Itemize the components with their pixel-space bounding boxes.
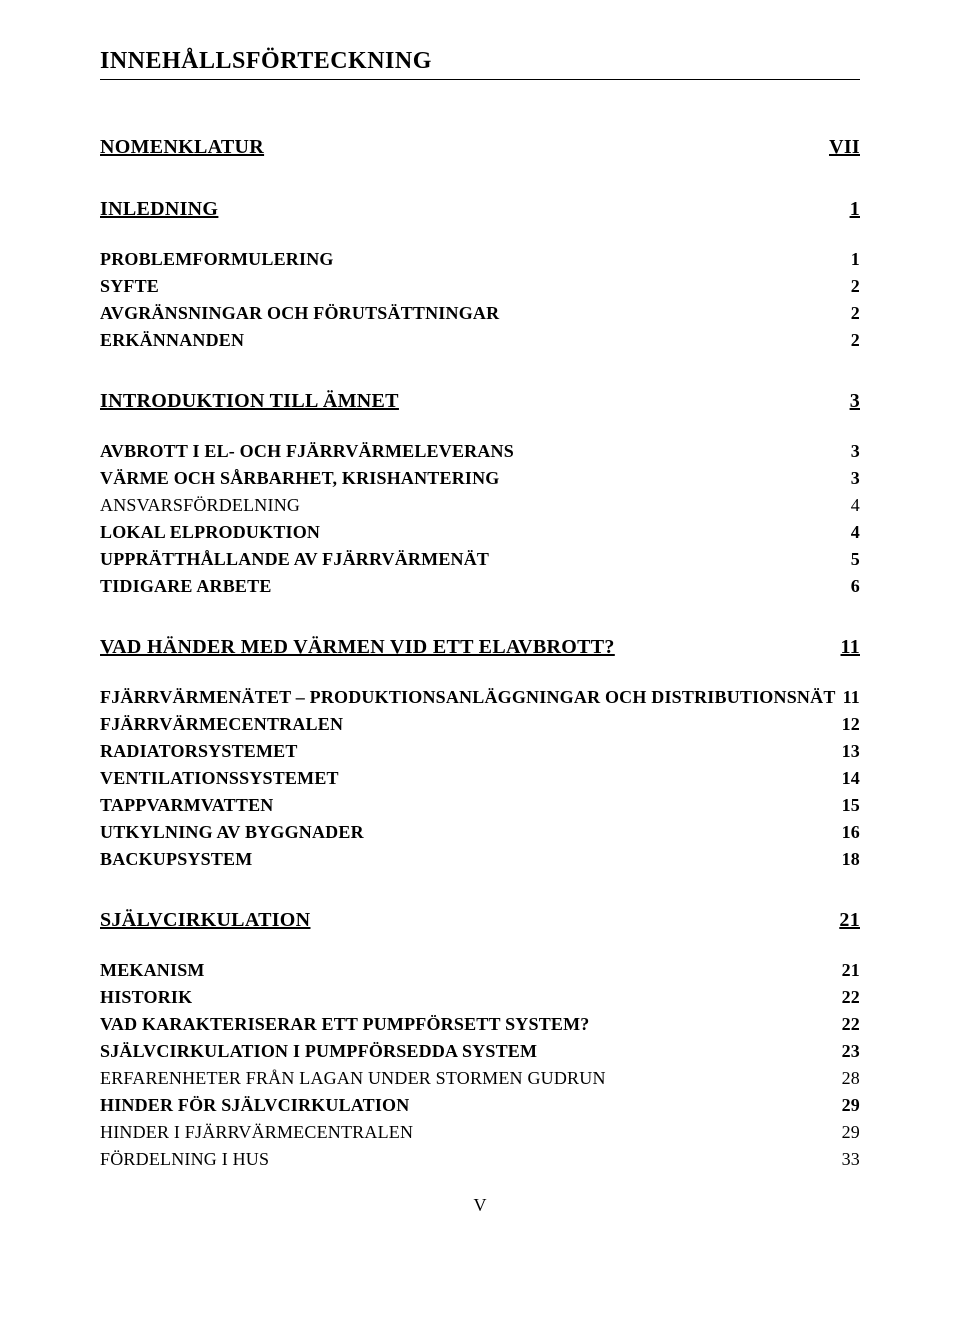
toc-label: ANSVARSFÖRDELNING	[100, 492, 300, 519]
toc-label: FJÄRRVÄRMECENTRALEN	[100, 711, 343, 738]
toc-page: 5	[851, 546, 860, 573]
toc-page: 29	[842, 1092, 860, 1119]
toc-page: 4	[851, 492, 860, 519]
toc-section-vad-hander[interactable]: VAD HÄNDER MED VÄRMEN VID ETT ELAVBROTT?…	[100, 632, 860, 662]
toc-sub-utkylning[interactable]: UTKYLNING AV BYGGNADER 16	[100, 819, 860, 846]
toc-sub-mekanism[interactable]: MEKANISM 21	[100, 957, 860, 984]
toc-label: HINDER FÖR SJÄLVCIRKULATION	[100, 1092, 409, 1119]
toc-page: 4	[851, 519, 860, 546]
toc-sub-hinder-central[interactable]: HINDER I FJÄRRVÄRMECENTRALEN 29	[100, 1119, 860, 1146]
toc-label: SJÄLVCIRKULATION I PUMPFÖRSEDDA SYSTEM	[100, 1038, 537, 1065]
toc-label: BACKUPSYSTEM	[100, 846, 252, 873]
toc-label: VENTILATIONSSYSTEMET	[100, 765, 339, 792]
toc-sub-erkannanden[interactable]: ERKÄNNANDEN 2	[100, 327, 860, 354]
toc-page: 11	[843, 684, 860, 711]
toc-sub-historik[interactable]: HISTORIK 22	[100, 984, 860, 1011]
toc-sub-fordelning[interactable]: FÖRDELNING I HUS 33	[100, 1146, 860, 1173]
toc-page: VII	[829, 132, 860, 162]
toc-section-introduktion[interactable]: INTRODUKTION TILL ÄMNET 3	[100, 386, 860, 416]
toc-label: HINDER I FJÄRRVÄRMECENTRALEN	[100, 1119, 413, 1146]
toc-label: FÖRDELNING I HUS	[100, 1146, 269, 1173]
toc-page: 23	[842, 1038, 860, 1065]
toc-page: 2	[851, 300, 860, 327]
toc-label: AVBROTT I EL- OCH FJÄRRVÄRMELEVERANS	[100, 438, 514, 465]
toc-page: 12	[842, 711, 860, 738]
toc-page: 6	[851, 573, 860, 600]
toc-sub-backupsystem[interactable]: BACKUPSYSTEM 18	[100, 846, 860, 873]
toc-sub-sjalvcirkulation-pump[interactable]: SJÄLVCIRKULATION I PUMPFÖRSEDDA SYSTEM 2…	[100, 1038, 860, 1065]
toc-label: ERKÄNNANDEN	[100, 327, 244, 354]
toc-page: 1	[850, 194, 860, 224]
toc-label: ERFARENHETER FRÅN LAGAN UNDER STORMEN GU…	[100, 1065, 606, 1092]
toc-label: TIDIGARE ARBETE	[100, 573, 272, 600]
toc-sub-syfte[interactable]: SYFTE 2	[100, 273, 860, 300]
page-number: V	[100, 1195, 860, 1216]
toc-label: NOMENKLATUR	[100, 132, 264, 162]
toc-sub-vad-karakteriserar[interactable]: VAD KARAKTERISERAR ETT PUMPFÖRSETT SYSTE…	[100, 1011, 860, 1038]
toc-label: AVGRÄNSNINGAR OCH FÖRUTSÄTTNINGAR	[100, 300, 499, 327]
toc-page: 11	[841, 632, 861, 662]
toc-sub-radiatorsystemet[interactable]: RADIATORSYSTEMET 13	[100, 738, 860, 765]
toc-label: LOKAL ELPRODUKTION	[100, 519, 320, 546]
toc-sub-problemformulering[interactable]: PROBLEMFORMULERING 1	[100, 246, 860, 273]
page-title: INNEHÅLLSFÖRTECKNING	[100, 48, 860, 80]
toc-sub-fjarrvarmenatet[interactable]: FJÄRRVÄRMENÄTET – PRODUKTIONSANLÄGGNINGA…	[100, 684, 860, 711]
toc-sub-hinder-sjalv[interactable]: HINDER FÖR SJÄLVCIRKULATION 29	[100, 1092, 860, 1119]
toc-page: 29	[842, 1119, 860, 1146]
toc-section-inledning[interactable]: INLEDNING 1	[100, 194, 860, 224]
toc-label: SJÄLVCIRKULATION	[100, 905, 310, 935]
toc-page: 22	[842, 1011, 860, 1038]
toc-page: 15	[842, 792, 860, 819]
toc-sub-ventilationssystemet[interactable]: VENTILATIONSSYSTEMET 14	[100, 765, 860, 792]
toc-page: 18	[842, 846, 860, 873]
toc-page: 2	[851, 273, 860, 300]
toc-page: 21	[839, 905, 860, 935]
toc-label: INLEDNING	[100, 194, 218, 224]
toc-sub-erfarenheter[interactable]: ERFARENHETER FRÅN LAGAN UNDER STORMEN GU…	[100, 1065, 860, 1092]
toc-label: UTKYLNING AV BYGGNADER	[100, 819, 364, 846]
toc-label: TAPPVARMVATTEN	[100, 792, 273, 819]
toc-sub-uppratthallande[interactable]: UPPRÄTTHÅLLANDE AV FJÄRRVÄRMENÄT 5	[100, 546, 860, 573]
toc-page: 22	[842, 984, 860, 1011]
toc-section-sjalvcirkulation[interactable]: SJÄLVCIRKULATION 21	[100, 905, 860, 935]
toc-sub-fjarrvarmecentralen[interactable]: FJÄRRVÄRMECENTRALEN 12	[100, 711, 860, 738]
toc-label: HISTORIK	[100, 984, 192, 1011]
toc-page: 13	[842, 738, 860, 765]
toc-page: 16	[842, 819, 860, 846]
toc-page: 1	[851, 246, 860, 273]
toc-page: 28	[842, 1065, 860, 1092]
toc-page: 2	[851, 327, 860, 354]
toc-label: RADIATORSYSTEMET	[100, 738, 298, 765]
toc-label: VAD HÄNDER MED VÄRMEN VID ETT ELAVBROTT?	[100, 632, 615, 662]
toc-label: INTRODUKTION TILL ÄMNET	[100, 386, 399, 416]
toc-section-nomenklatur[interactable]: NOMENKLATUR VII	[100, 132, 860, 162]
toc-page: 3	[850, 386, 860, 416]
toc-page: 21	[842, 957, 860, 984]
toc-label: VÄRME OCH SÅRBARHET, KRISHANTERING	[100, 465, 500, 492]
toc-page: 3	[851, 438, 860, 465]
toc-sub-tidigare-arbete[interactable]: TIDIGARE ARBETE 6	[100, 573, 860, 600]
toc-page: 14	[842, 765, 860, 792]
toc-label: MEKANISM	[100, 957, 205, 984]
toc-page: 33	[842, 1146, 860, 1173]
toc-page: 3	[851, 465, 860, 492]
toc-label: FJÄRRVÄRMENÄTET – PRODUKTIONSANLÄGGNINGA…	[100, 684, 836, 711]
toc-label: SYFTE	[100, 273, 159, 300]
toc-label: VAD KARAKTERISERAR ETT PUMPFÖRSETT SYSTE…	[100, 1011, 590, 1038]
toc-label: PROBLEMFORMULERING	[100, 246, 334, 273]
toc-sub-varme-sarbarhet[interactable]: VÄRME OCH SÅRBARHET, KRISHANTERING 3	[100, 465, 860, 492]
toc-sub-avbrott[interactable]: AVBROTT I EL- OCH FJÄRRVÄRMELEVERANS 3	[100, 438, 860, 465]
toc-sub-ansvarsfordelning[interactable]: ANSVARSFÖRDELNING 4	[100, 492, 860, 519]
toc-sub-tappvarmvatten[interactable]: TAPPVARMVATTEN 15	[100, 792, 860, 819]
toc-sub-avgransningar[interactable]: AVGRÄNSNINGAR OCH FÖRUTSÄTTNINGAR 2	[100, 300, 860, 327]
toc-sub-lokal-elproduktion[interactable]: LOKAL ELPRODUKTION 4	[100, 519, 860, 546]
toc-label: UPPRÄTTHÅLLANDE AV FJÄRRVÄRMENÄT	[100, 546, 489, 573]
